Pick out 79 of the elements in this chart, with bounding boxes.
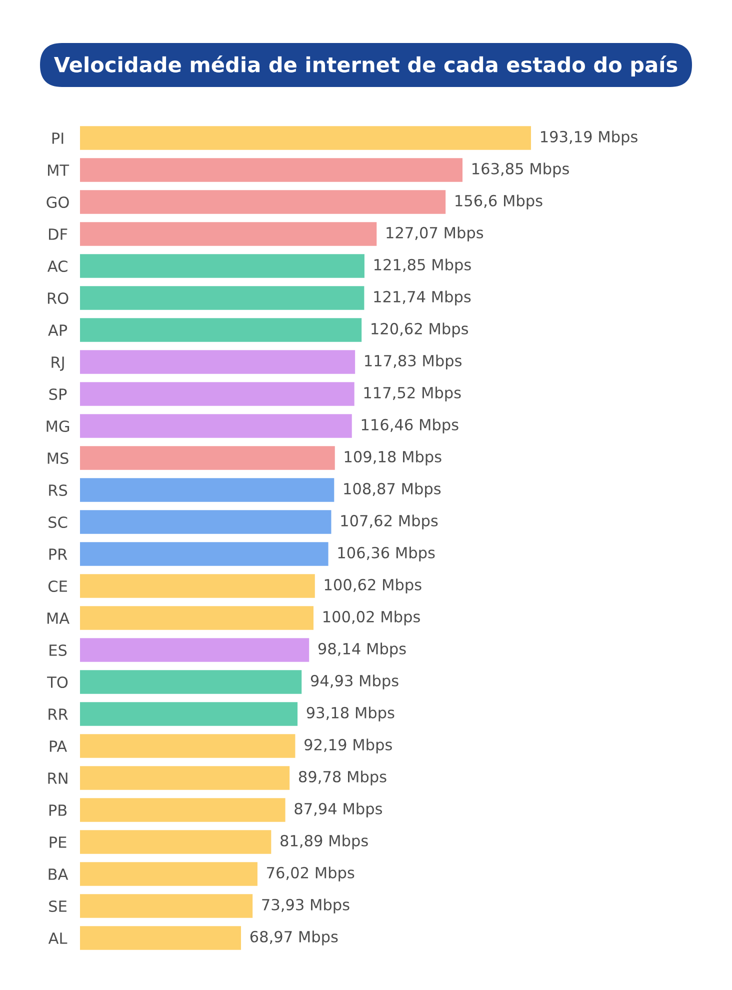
data-label: 92,19 Mbps	[304, 738, 392, 754]
bar	[80, 702, 298, 726]
bar	[80, 894, 253, 918]
y-tick-label: PR	[49, 548, 68, 560]
y-tick-label: AP	[48, 324, 68, 336]
data-label: 68,97 Mbps	[250, 930, 338, 946]
data-label: 87,94 Mbps	[294, 802, 382, 818]
y-tick-label: TO	[47, 676, 68, 688]
data-label: 163,85 Mbps	[472, 162, 569, 178]
chart-title: Velocidade média de internet de cada estado do país	[54, 56, 678, 76]
data-label: 109,18 Mbps	[344, 450, 442, 466]
bar	[80, 798, 286, 822]
data-label: 107,62 Mbps	[341, 514, 438, 530]
data-label: 93,18 Mbps	[306, 706, 394, 722]
y-tick-label: PA	[50, 740, 67, 752]
y-tick-label: BA	[48, 868, 68, 880]
data-label: 121,74 Mbps	[374, 290, 471, 306]
data-label: 108,87 Mbps	[344, 482, 441, 498]
data-label: 193,19 Mbps	[541, 130, 638, 146]
y-tick-label: DF	[49, 228, 68, 240]
y-tick-label: RJ	[52, 356, 64, 371]
y-tick-label: SE	[49, 900, 66, 912]
y-tick-label: RN	[48, 772, 68, 784]
y-tick-label: SP	[49, 388, 67, 400]
bar	[80, 830, 272, 854]
y-tick-label: MG	[46, 420, 70, 432]
data-label: 98,14 Mbps	[318, 642, 406, 658]
data-label: 76,02 Mbps	[267, 866, 354, 882]
data-label: 116,46 Mbps	[362, 418, 458, 434]
data-label: 94,93 Mbps	[310, 674, 398, 690]
bar	[80, 606, 314, 630]
bar	[80, 414, 352, 438]
data-label: 100,02 Mbps	[324, 610, 420, 626]
bar	[80, 222, 377, 246]
data-label: 100,62 Mbps	[324, 578, 422, 594]
y-tick-label: RR	[48, 708, 68, 720]
data-label: 117,52 Mbps	[364, 386, 461, 402]
bar	[80, 862, 258, 886]
data-label: 156,6 Mbps	[456, 194, 542, 210]
y-tick-label: PE	[50, 836, 66, 848]
bar	[80, 542, 328, 566]
bar	[80, 574, 315, 598]
data-label: 120,62 Mbps	[372, 322, 468, 338]
data-label: 121,85 Mbps	[374, 258, 471, 274]
bar	[80, 734, 296, 758]
y-tick-label: MS	[48, 452, 68, 464]
data-label: 127,07 Mbps	[386, 226, 484, 242]
data-label: 73,93 Mbps	[262, 898, 350, 914]
bar	[80, 190, 446, 214]
y-tick-label: CE	[48, 580, 67, 592]
data-label: 106,36 Mbps	[338, 546, 435, 562]
y-tick-label: RO	[48, 292, 68, 304]
bar	[80, 638, 310, 662]
bar	[80, 350, 356, 374]
data-label: 81,89 Mbps	[280, 834, 368, 850]
bar	[80, 446, 335, 470]
bar	[80, 766, 290, 790]
y-tick-label: AC	[47, 260, 68, 272]
bar	[80, 478, 334, 502]
y-tick-label: MA	[47, 612, 70, 624]
bar	[80, 126, 531, 150]
bar	[80, 670, 302, 694]
bar	[80, 926, 242, 950]
y-tick-label: PB	[49, 804, 67, 816]
bar	[80, 382, 354, 406]
y-tick-label: PI	[52, 132, 64, 144]
y-tick-label: SC	[48, 516, 68, 528]
bar	[80, 510, 332, 534]
y-tick-label: GO	[46, 196, 69, 208]
data-label: 117,83 Mbps	[365, 354, 462, 370]
y-tick-label: AL	[48, 932, 68, 944]
bar	[80, 318, 362, 342]
data-label: 89,78 Mbps	[298, 770, 386, 786]
bar	[80, 254, 364, 278]
y-tick-label: ES	[50, 644, 67, 656]
bar	[80, 286, 364, 310]
bar	[80, 158, 463, 182]
y-tick-label: MT	[48, 164, 70, 176]
y-tick-label: RS	[49, 484, 68, 496]
